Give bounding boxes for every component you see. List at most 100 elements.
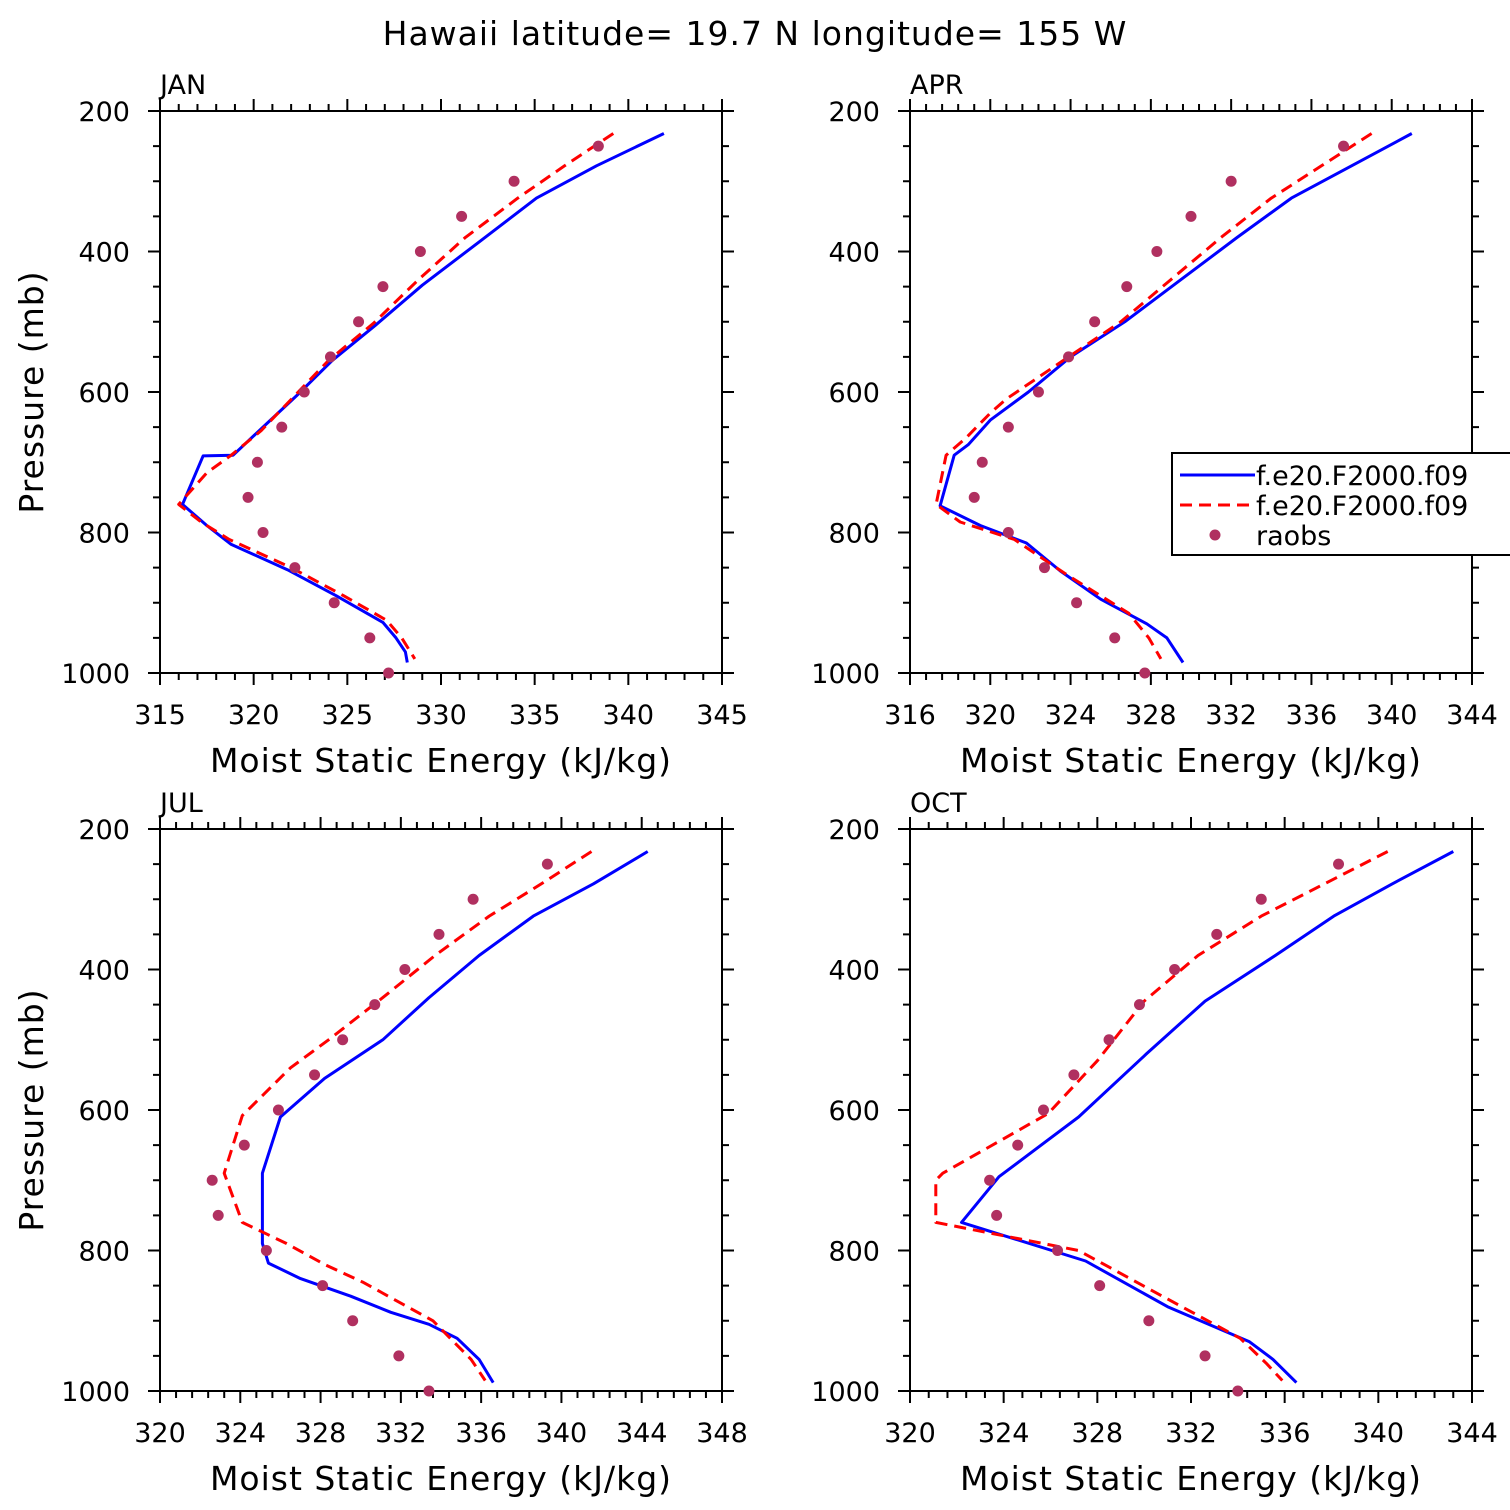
y-tick-label: 800 [78,519,130,550]
raobs-point [272,1104,284,1116]
legend-label: f.e20.F2000.f09 [1256,461,1468,492]
raobs-point [456,210,468,222]
raobs-point [260,1245,272,1256]
series-raobs [242,140,604,679]
raobs-point [377,281,389,293]
raobs-point [353,316,365,328]
series-model-solid-line [938,132,1413,664]
raobs-point [257,527,269,538]
raobs-point [383,667,395,679]
raobs-point [433,928,445,940]
y-tick-label: 1000 [811,659,880,690]
x-axis-label: Moist Static Energy (kJ/kg) [960,741,1422,780]
raobs-point [1232,1385,1244,1397]
raobs-point [1211,928,1223,940]
x-tick-label: 348 [696,1418,748,1449]
raobs-point [1037,1104,1049,1116]
raobs-point [1052,1245,1064,1256]
raobs-point [1121,281,1133,293]
raobs-point [1103,1034,1115,1046]
raobs-point [206,1174,218,1186]
plot-frame [909,828,1473,1392]
x-tick-label: 340 [603,700,655,731]
x-tick-label: 332 [375,1418,427,1449]
y-tick-label: 200 [828,815,880,846]
y-tick-label: 1000 [61,659,130,690]
raobs-point [984,1174,996,1186]
legend-label: raobs [1256,521,1331,552]
plot-frame [159,828,723,1392]
panel-oct: OCT 320 324 328 332 336 340 344 200 400 600 800 1000… [811,788,1497,1498]
x-axis-label: Moist Static Energy (kJ/kg) [210,1459,672,1498]
x-tick-label: 320 [228,700,280,731]
raobs-point [238,1139,250,1151]
raobs-point [324,351,336,363]
panels-container: JAN 315 320 325 330 335 340 345 200 400 600 800 1000… [12,70,1498,1498]
raobs-point [1185,210,1197,222]
raobs-point [1002,421,1014,433]
raobs-point [1199,1350,1211,1362]
y-tick-label: 200 [828,97,880,128]
raobs-point [1068,1069,1080,1081]
raobs-point [541,858,553,870]
x-tick-label: 344 [616,1418,668,1449]
raobs-point [1012,1139,1024,1151]
y-tick-label: 600 [78,378,130,409]
raobs-point [508,175,520,187]
raobs-point [1143,1315,1155,1327]
raobs-point [1094,1280,1106,1292]
y-tick-label: 400 [78,238,130,269]
y-tick-label: 200 [78,815,130,846]
series-raobs [206,858,553,1397]
panel-label: JAN [158,70,206,101]
y-axis-label: Pressure (mb) [12,988,51,1231]
raobs-point [1133,999,1145,1011]
raobs-point [276,421,288,433]
x-tick-label: 324 [1045,700,1097,731]
series-raobs [968,140,1350,679]
y-tick-label: 400 [828,956,880,987]
raobs-point [1038,562,1050,574]
plot-frame [159,110,723,674]
raobs-point [968,491,980,503]
raobs-point [242,491,254,503]
x-tick-label: 328 [1125,700,1177,731]
x-tick-label: 336 [1259,1418,1311,1449]
y-tick-label: 600 [78,1096,130,1127]
x-tick-label: 328 [1072,1418,1124,1449]
x-tick-label: 324 [978,1418,1030,1449]
panel-label: OCT [910,788,967,819]
panel-jul: JUL 320 324 328 332 336 340 344 348 200 400 600 800 1… [12,788,748,1498]
raobs-point [1333,858,1345,870]
raobs-point [1169,964,1181,975]
y-tick-label: 800 [828,1237,880,1268]
x-tick-label: 315 [134,700,186,731]
raobs-point [369,999,381,1011]
raobs-point [592,140,604,152]
raobs-point [347,1315,359,1327]
raobs-point [1151,246,1163,257]
y-tick-label: 1000 [811,1377,880,1408]
y-tick-label: 400 [78,956,130,987]
x-tick-label: 320 [884,1418,936,1449]
series-model-dashed-line [177,132,615,660]
raobs-point [1338,140,1350,152]
raobs-point [1089,316,1101,328]
series-raobs [984,858,1345,1397]
y-tick-label: 800 [78,1237,130,1268]
raobs-point [328,597,340,609]
x-axis-label: Moist Static Energy (kJ/kg) [210,741,672,780]
raobs-point [317,1280,329,1292]
raobs-point [337,1034,349,1046]
panel-apr: APR 316 320 324 328 332 336 340 344 200 400 600 800 1… [811,70,1497,780]
raobs-point [1002,527,1014,538]
legend-marker-raobs [1209,529,1221,541]
series-model-dashed-line [934,132,1373,660]
series-model-solid-line [960,850,1455,1384]
raobs-point [289,562,301,574]
series-model-solid-line [260,850,649,1384]
y-tick-label: 200 [78,97,130,128]
raobs-point [309,1069,321,1081]
